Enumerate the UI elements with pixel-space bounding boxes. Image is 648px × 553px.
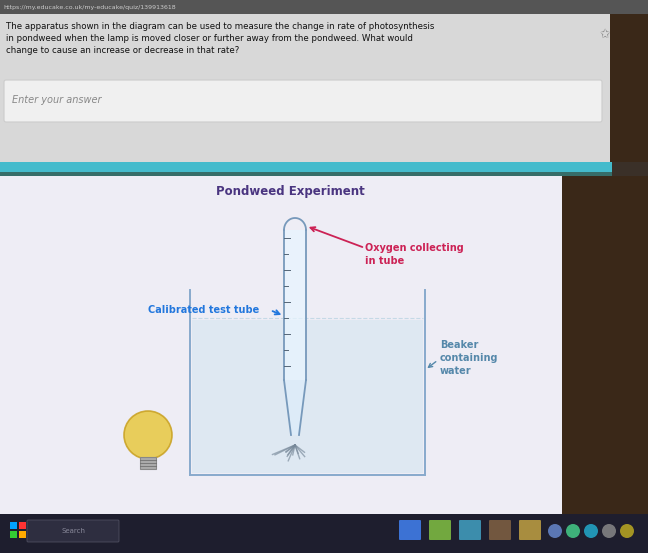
FancyBboxPatch shape [19, 522, 26, 529]
Text: https://my.educake.co.uk/my-educake/quiz/139913618: https://my.educake.co.uk/my-educake/quiz… [3, 6, 176, 11]
FancyBboxPatch shape [0, 14, 610, 162]
Text: containing: containing [440, 353, 498, 363]
FancyBboxPatch shape [519, 520, 541, 540]
FancyBboxPatch shape [489, 520, 511, 540]
FancyBboxPatch shape [10, 531, 17, 538]
Text: water: water [440, 366, 472, 376]
FancyBboxPatch shape [0, 0, 648, 14]
FancyBboxPatch shape [0, 176, 562, 514]
FancyBboxPatch shape [19, 531, 26, 538]
FancyBboxPatch shape [10, 522, 17, 529]
FancyBboxPatch shape [562, 176, 648, 514]
FancyBboxPatch shape [429, 520, 451, 540]
Text: in pondweed when the lamp is moved closer or further away from the pondweed. Wha: in pondweed when the lamp is moved close… [6, 34, 413, 43]
Text: Oxygen collecting: Oxygen collecting [365, 243, 464, 253]
Circle shape [566, 524, 580, 538]
Circle shape [602, 524, 616, 538]
Text: Search: Search [61, 528, 85, 534]
Text: The apparatus shown in the diagram can be used to measure the change in rate of : The apparatus shown in the diagram can b… [6, 22, 434, 31]
Circle shape [620, 524, 634, 538]
Text: change to cause an increase or decrease in that rate?: change to cause an increase or decrease … [6, 46, 239, 55]
Text: ✩: ✩ [600, 28, 610, 41]
FancyBboxPatch shape [610, 14, 648, 162]
FancyBboxPatch shape [459, 520, 481, 540]
Polygon shape [284, 380, 306, 435]
Text: Beaker: Beaker [440, 340, 478, 350]
Text: Enter your answer: Enter your answer [12, 95, 102, 105]
Text: Pondweed Experiment: Pondweed Experiment [216, 185, 364, 199]
Circle shape [548, 524, 562, 538]
Text: Calibrated test tube: Calibrated test tube [148, 305, 259, 315]
FancyBboxPatch shape [0, 514, 648, 553]
Circle shape [584, 524, 598, 538]
FancyBboxPatch shape [284, 230, 306, 380]
FancyBboxPatch shape [0, 162, 612, 172]
FancyBboxPatch shape [399, 520, 421, 540]
FancyBboxPatch shape [140, 457, 156, 469]
FancyBboxPatch shape [0, 172, 612, 176]
FancyBboxPatch shape [4, 80, 602, 122]
Text: in tube: in tube [365, 256, 404, 266]
FancyBboxPatch shape [27, 520, 119, 542]
FancyBboxPatch shape [192, 320, 423, 473]
Circle shape [124, 411, 172, 459]
